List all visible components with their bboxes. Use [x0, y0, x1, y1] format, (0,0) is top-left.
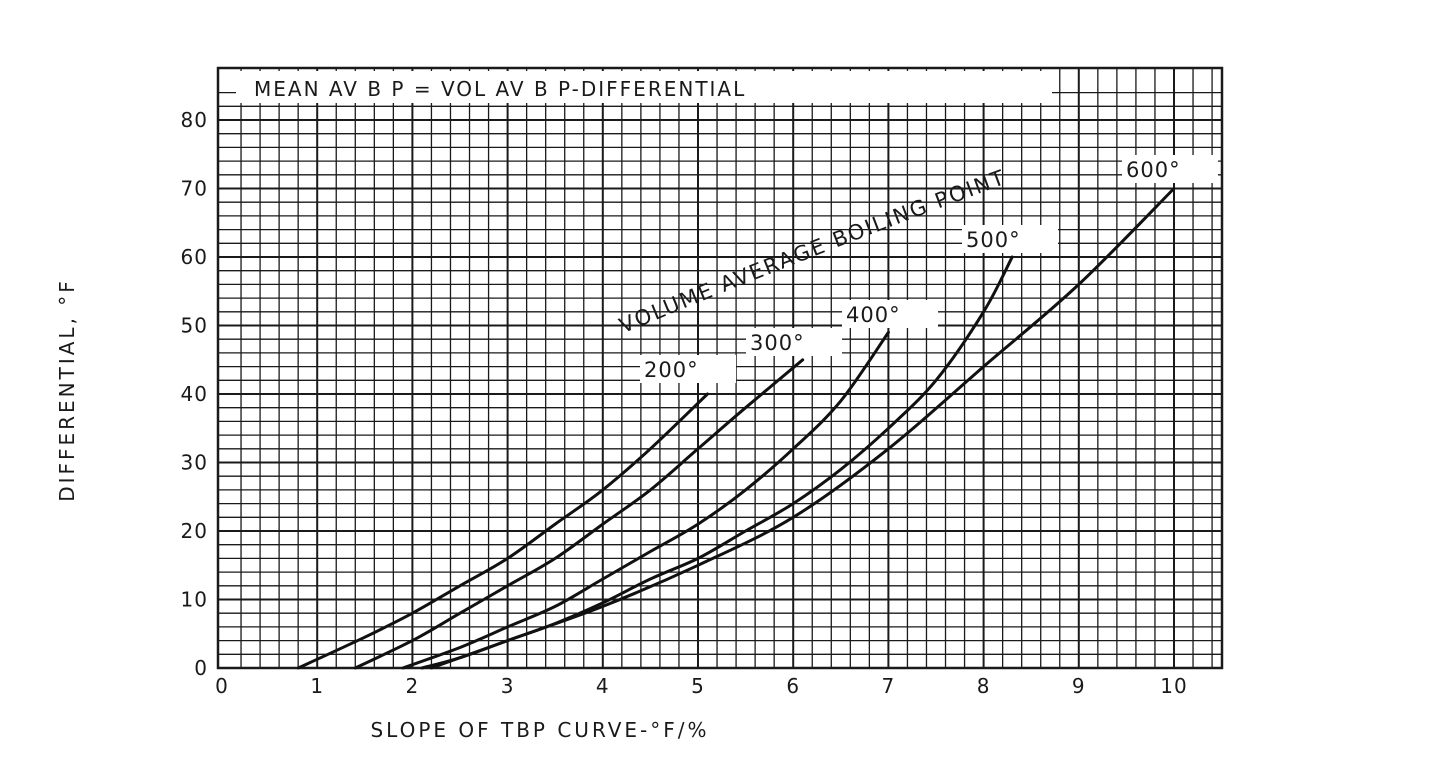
series-label-1: 200° — [644, 358, 699, 382]
series-label-background — [746, 328, 842, 356]
x-tick-label: 7 — [882, 674, 896, 698]
x-tick-label: 10 — [1160, 674, 1187, 698]
y-tick-label: 50 — [181, 314, 208, 338]
x-tick-label: 6 — [786, 674, 800, 698]
y-tick-label: 80 — [181, 108, 208, 132]
x-tick-label: 4 — [596, 674, 610, 698]
chart-title: MEAN AV B P = VOL AV B P-DIFFERENTIAL — [254, 77, 746, 101]
y-tick-label: 40 — [181, 382, 208, 406]
y-tick-label: 70 — [181, 177, 208, 201]
series-line-5 — [429, 187, 1176, 670]
x-tick-label: 3 — [501, 674, 515, 698]
series-curves — [296, 187, 1176, 670]
x-tick-label: 0 — [215, 674, 229, 698]
series-label-5: 600° — [1126, 158, 1181, 182]
x-axis-title: SLOPE OF TBP CURVE-°F/% — [370, 718, 709, 742]
x-tick-label: 2 — [406, 674, 420, 698]
x-tick-label: 5 — [691, 674, 705, 698]
series-line-1 — [296, 392, 709, 670]
y-tick-label: 20 — [181, 519, 208, 543]
chart-title-background — [236, 71, 1052, 103]
series-label-background — [1122, 155, 1218, 183]
series-label-3: 400° — [846, 303, 901, 327]
y-tick-label: 30 — [181, 451, 208, 475]
series-label-4: 500° — [966, 228, 1021, 252]
series-line-2 — [353, 358, 805, 670]
plot-frame — [216, 66, 1224, 670]
series-labels: 200° 300° 400° 500° 600° — [640, 155, 1218, 383]
series-label-background — [962, 225, 1058, 253]
x-tick-label: 9 — [1072, 674, 1086, 698]
series-label-2: 300° — [750, 331, 805, 355]
series-line-3 — [401, 330, 890, 670]
tick-labels: 0 1 2 3 4 5 6 7 8 9 10 0 10 20 30 40 50 60 70 80 — [181, 108, 1187, 698]
x-tick-label: 8 — [977, 674, 991, 698]
y-tick-label: 60 — [181, 245, 208, 269]
y-tick-label: 10 — [181, 588, 208, 612]
y-tick-label: 0 — [194, 656, 208, 680]
series-label-background — [842, 300, 938, 328]
series-label-background — [640, 355, 736, 383]
x-tick-label: 1 — [310, 674, 324, 698]
y-axis-title: DIFFERENTIAL, °F — [55, 278, 79, 502]
